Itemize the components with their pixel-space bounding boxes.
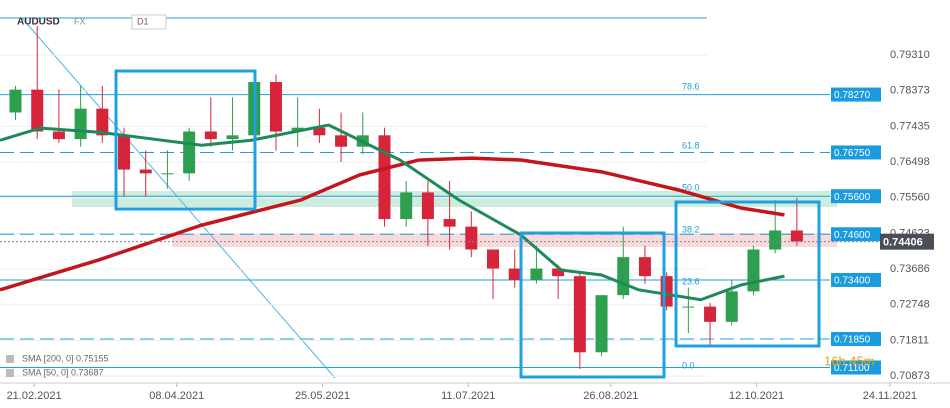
candle-body (183, 131, 196, 174)
legend-swatch (6, 369, 14, 377)
fib-label: 61.8 (682, 140, 700, 150)
fib-label: 0.0 (682, 360, 695, 370)
level-label: 0.78270 (834, 90, 871, 101)
resistance-zone (172, 233, 837, 247)
market: FX (74, 16, 86, 26)
level-label: 0.71100 (834, 363, 870, 374)
candle-body (269, 82, 282, 132)
y-tick-label: 0.78373 (890, 85, 930, 97)
level-label-box (831, 272, 881, 287)
y-tick-label: 0.77435 (890, 120, 930, 132)
level-label-box (831, 87, 881, 102)
candle-body (704, 306, 717, 322)
level-label: 0.73400 (834, 276, 871, 287)
highlight-box (674, 200, 821, 348)
countdown: 16h 45m (824, 353, 875, 368)
candle-body (9, 89, 22, 113)
candle-body (660, 276, 673, 307)
x-tick-label: 25.05.2021 (295, 390, 350, 402)
highlight-box (519, 231, 666, 379)
y-tick-label: 0.71811 (890, 334, 929, 346)
candle-body (52, 131, 65, 140)
candle-body (682, 306, 695, 308)
candle-body (487, 249, 500, 269)
candle-body (725, 291, 738, 322)
current-price-box (880, 233, 934, 250)
candle-body (465, 226, 478, 250)
candle-body (769, 230, 782, 250)
level-label-box (831, 360, 881, 375)
level-label-box (831, 189, 881, 204)
x-tick-label: 26.08.2021 (583, 390, 638, 402)
level-label: 0.76750 (834, 148, 871, 159)
level-label-box (831, 145, 881, 160)
y-tick-label: 0.76498 (890, 156, 930, 168)
fib-label: 23.6 (682, 276, 700, 286)
x-tick-label: 21.02.2021 (7, 390, 62, 402)
candle-body (747, 249, 760, 292)
candle-body (378, 135, 391, 220)
y-tick-label: 0.73686 (890, 263, 930, 275)
candle-body (313, 127, 326, 136)
candle-body (638, 257, 651, 277)
fib-label: 78.6 (682, 81, 700, 91)
support-zone (72, 191, 837, 207)
fib-label: 38.2 (682, 224, 700, 234)
candle-body (790, 230, 803, 242)
x-tick-label: 11.07.2021 (441, 390, 495, 402)
y-tick-label: 0.79310 (890, 49, 930, 61)
candle-body (530, 268, 543, 280)
level-label: 0.74600 (834, 230, 871, 241)
legend-entry: SMA [50, 0] 0.73687 (22, 367, 104, 377)
legend-swatch (6, 355, 14, 363)
timeframe-box[interactable] (131, 14, 167, 30)
legend-entry: SMA [200, 0] 0.75155 (22, 353, 109, 363)
candle-body (508, 268, 521, 280)
candle-body (400, 192, 413, 220)
candle-body (335, 135, 348, 147)
candle-body (118, 135, 131, 170)
candle-body (96, 108, 109, 136)
candle-body (139, 169, 152, 174)
timeframe[interactable]: D1 (137, 16, 149, 26)
highlight-box (114, 69, 257, 211)
fib-label: 50.0 (682, 182, 700, 192)
candle-body (443, 219, 456, 227)
candle-body (204, 131, 217, 140)
y-tick-label: 0.75560 (890, 192, 930, 204)
current-price: 0.74406 (883, 237, 923, 249)
x-tick-label: 12.10.2021 (729, 390, 784, 402)
candle-body (573, 276, 586, 353)
y-tick-label: 0.72748 (890, 299, 930, 311)
level-label-box (831, 331, 881, 346)
symbol: AUDUSD (17, 17, 60, 28)
candle-body (161, 173, 174, 175)
candle-body (31, 89, 44, 132)
sma-line (0, 123, 785, 302)
candle-body (226, 135, 239, 140)
sma-line (0, 156, 785, 292)
candle-body (552, 268, 565, 277)
level-label: 0.71850 (834, 335, 871, 346)
y-tick-label: 0.70873 (890, 370, 930, 382)
level-label-box (831, 227, 881, 242)
candle-body (421, 192, 434, 220)
candle-body (74, 108, 87, 140)
candle-body (617, 257, 630, 296)
x-tick-label: 24.11.2021 (863, 390, 917, 402)
level-label: 0.75600 (834, 192, 871, 203)
candle-body (595, 295, 608, 353)
x-tick-label: 08.04.2021 (149, 390, 204, 402)
